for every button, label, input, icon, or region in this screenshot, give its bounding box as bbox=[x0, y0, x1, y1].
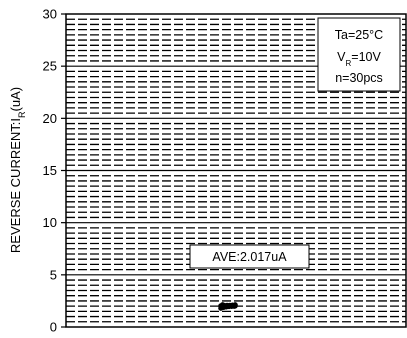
data-points bbox=[218, 302, 238, 311]
y-tick-label: 10 bbox=[43, 215, 57, 230]
y-axis-label: REVERSE CURRENT:IR(uA) bbox=[8, 87, 27, 253]
temperature-label: Ta=25°C bbox=[335, 28, 383, 42]
dashed-grid bbox=[66, 18, 406, 323]
data-point bbox=[232, 302, 238, 308]
data-point bbox=[220, 302, 226, 308]
conditions-box: Ta=25°C VR=10V n=30pcs bbox=[317, 17, 401, 92]
average-box: AVE:2.017uA bbox=[189, 244, 310, 269]
major-gridlines bbox=[66, 65, 406, 276]
average-label: AVE:2.017uA bbox=[212, 250, 287, 264]
y-tick-label: 25 bbox=[43, 59, 57, 74]
y-axis-ticks: 0 5 10 15 20 25 30 bbox=[43, 7, 66, 335]
sample-count-label: n=30pcs bbox=[335, 71, 383, 85]
y-tick-label: 15 bbox=[43, 163, 57, 178]
voltage-label: VR=10V bbox=[337, 50, 381, 68]
y-tick-label: 5 bbox=[50, 267, 57, 282]
y-tick-label: 20 bbox=[43, 111, 57, 126]
y-tick-label: 30 bbox=[43, 7, 57, 22]
y-tick-label: 0 bbox=[50, 320, 57, 335]
